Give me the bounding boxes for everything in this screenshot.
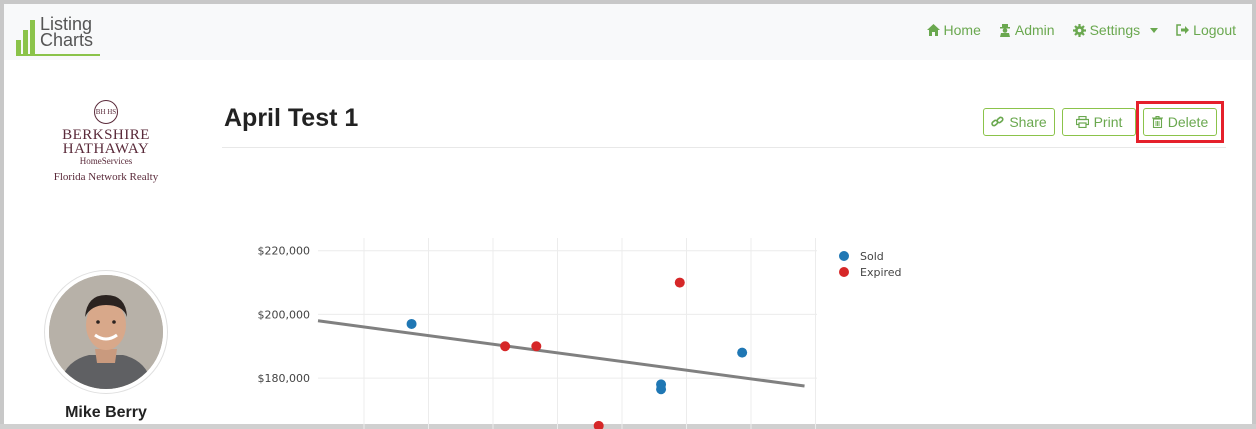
nav-admin[interactable]: Admin [999, 22, 1055, 38]
listing-scatter-chart: $180,000 $200,000 $220,000 Sold Expired [258, 238, 902, 429]
print-icon [1075, 116, 1089, 128]
title-divider [222, 147, 1226, 148]
data-point-sold [656, 384, 667, 395]
y-tick-label: $220,000 [258, 245, 311, 258]
agent-avatar [45, 271, 167, 393]
gear-icon [1072, 23, 1086, 37]
brand-logo[interactable]: Listing Charts [16, 14, 106, 56]
delete-button-label: Delete [1167, 114, 1209, 130]
nav-admin-label: Admin [1014, 22, 1055, 38]
share-button-label: Share [1009, 114, 1047, 130]
legend-label-expired: Expired [860, 266, 902, 279]
logo-bar-3 [30, 20, 35, 54]
nav-links: Home Admin Settings Logout [926, 22, 1236, 38]
window-frame-bottom [0, 424, 1256, 429]
top-navbar: Listing Charts Home Admin Settings Logou… [4, 4, 1252, 60]
brand-line-1: Listing [40, 14, 93, 34]
brokerage-logo: BH HS BERKSHIRE HATHAWAY HomeServices Fl… [40, 100, 172, 184]
page-title: April Test 1 [224, 104, 359, 132]
window-frame-right [1252, 0, 1256, 429]
logo-bar-2 [23, 30, 28, 54]
brokerage-name-line-3: HomeServices [79, 156, 133, 166]
sign-out-icon [1176, 24, 1190, 36]
nav-logout[interactable]: Logout [1176, 22, 1236, 38]
nav-home-label: Home [943, 22, 981, 38]
window-frame-top [0, 0, 1256, 4]
nav-settings-label: Settings [1089, 22, 1141, 38]
nav-logout-label: Logout [1193, 22, 1236, 38]
data-point-sold [406, 318, 417, 329]
window-frame-left [0, 0, 4, 429]
logo-bar-1 [16, 40, 21, 54]
data-point-sold [737, 347, 748, 358]
legend-marker-expired [839, 267, 849, 277]
brokerage-name-line-1: BERKSHIRE [62, 127, 150, 143]
share-button[interactable]: Share [983, 108, 1055, 136]
delete-button[interactable]: Delete [1143, 108, 1217, 136]
caret-down-icon [1150, 27, 1159, 33]
agent-name: Mike Berry [65, 404, 147, 421]
trend-line [317, 319, 805, 388]
data-point-expired [531, 341, 542, 352]
data-point-expired [593, 420, 604, 429]
brokerage-name-line-4: Florida Network Realty [53, 171, 159, 183]
brokerage-name-line-2: HATHAWAY [62, 141, 150, 157]
brand-line-2: Charts [40, 30, 94, 50]
nav-home[interactable]: Home [926, 22, 981, 38]
y-tick-label: $180,000 [258, 372, 311, 385]
brokerage-seal-icon: BH HS [94, 100, 118, 124]
link-icon [991, 116, 1004, 127]
data-point-expired [674, 277, 685, 288]
agent-photo [49, 275, 163, 389]
home-icon [926, 24, 940, 36]
y-tick-label: $200,000 [258, 308, 311, 321]
legend-marker-sold [839, 251, 849, 261]
data-point-expired [500, 341, 511, 352]
print-button[interactable]: Print [1062, 108, 1136, 136]
nav-settings-dropdown[interactable]: Settings [1072, 22, 1159, 38]
trash-icon [1151, 116, 1163, 128]
print-button-label: Print [1093, 114, 1123, 130]
brand-underline [16, 54, 100, 56]
legend-label-sold: Sold [860, 250, 884, 263]
user-secret-icon [999, 23, 1010, 37]
